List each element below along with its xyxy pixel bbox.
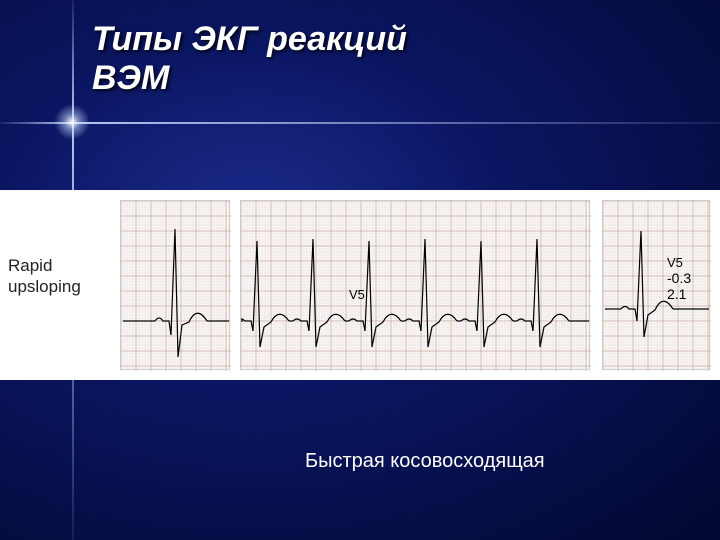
decorative-hline xyxy=(0,122,720,124)
title-line1: Типы ЭКГ реакций xyxy=(92,20,407,59)
pattern-label-line1: Rapid xyxy=(8,256,52,275)
title-line2: ВЭМ xyxy=(92,59,407,98)
slide-title: Типы ЭКГ реакций ВЭМ xyxy=(92,20,407,98)
ecg-panel-measure: V5-0.3 2.1 xyxy=(602,200,710,370)
lens-flare xyxy=(54,104,90,140)
svg-text:V5: V5 xyxy=(349,287,365,302)
pattern-label-line2: upsloping xyxy=(8,277,81,296)
ecg-band: Rapid upsloping V5 V5-0.3 2.1 xyxy=(0,190,720,380)
svg-text:2.1: 2.1 xyxy=(667,286,687,302)
ecg-panel-single xyxy=(120,200,230,370)
pattern-label: Rapid upsloping xyxy=(8,255,81,298)
caption-text: Быстрая косовосходящая xyxy=(305,450,545,473)
svg-text:-0.3: -0.3 xyxy=(667,270,691,286)
svg-text:V5: V5 xyxy=(667,255,683,270)
ecg-panel-strip: V5 xyxy=(240,200,590,370)
